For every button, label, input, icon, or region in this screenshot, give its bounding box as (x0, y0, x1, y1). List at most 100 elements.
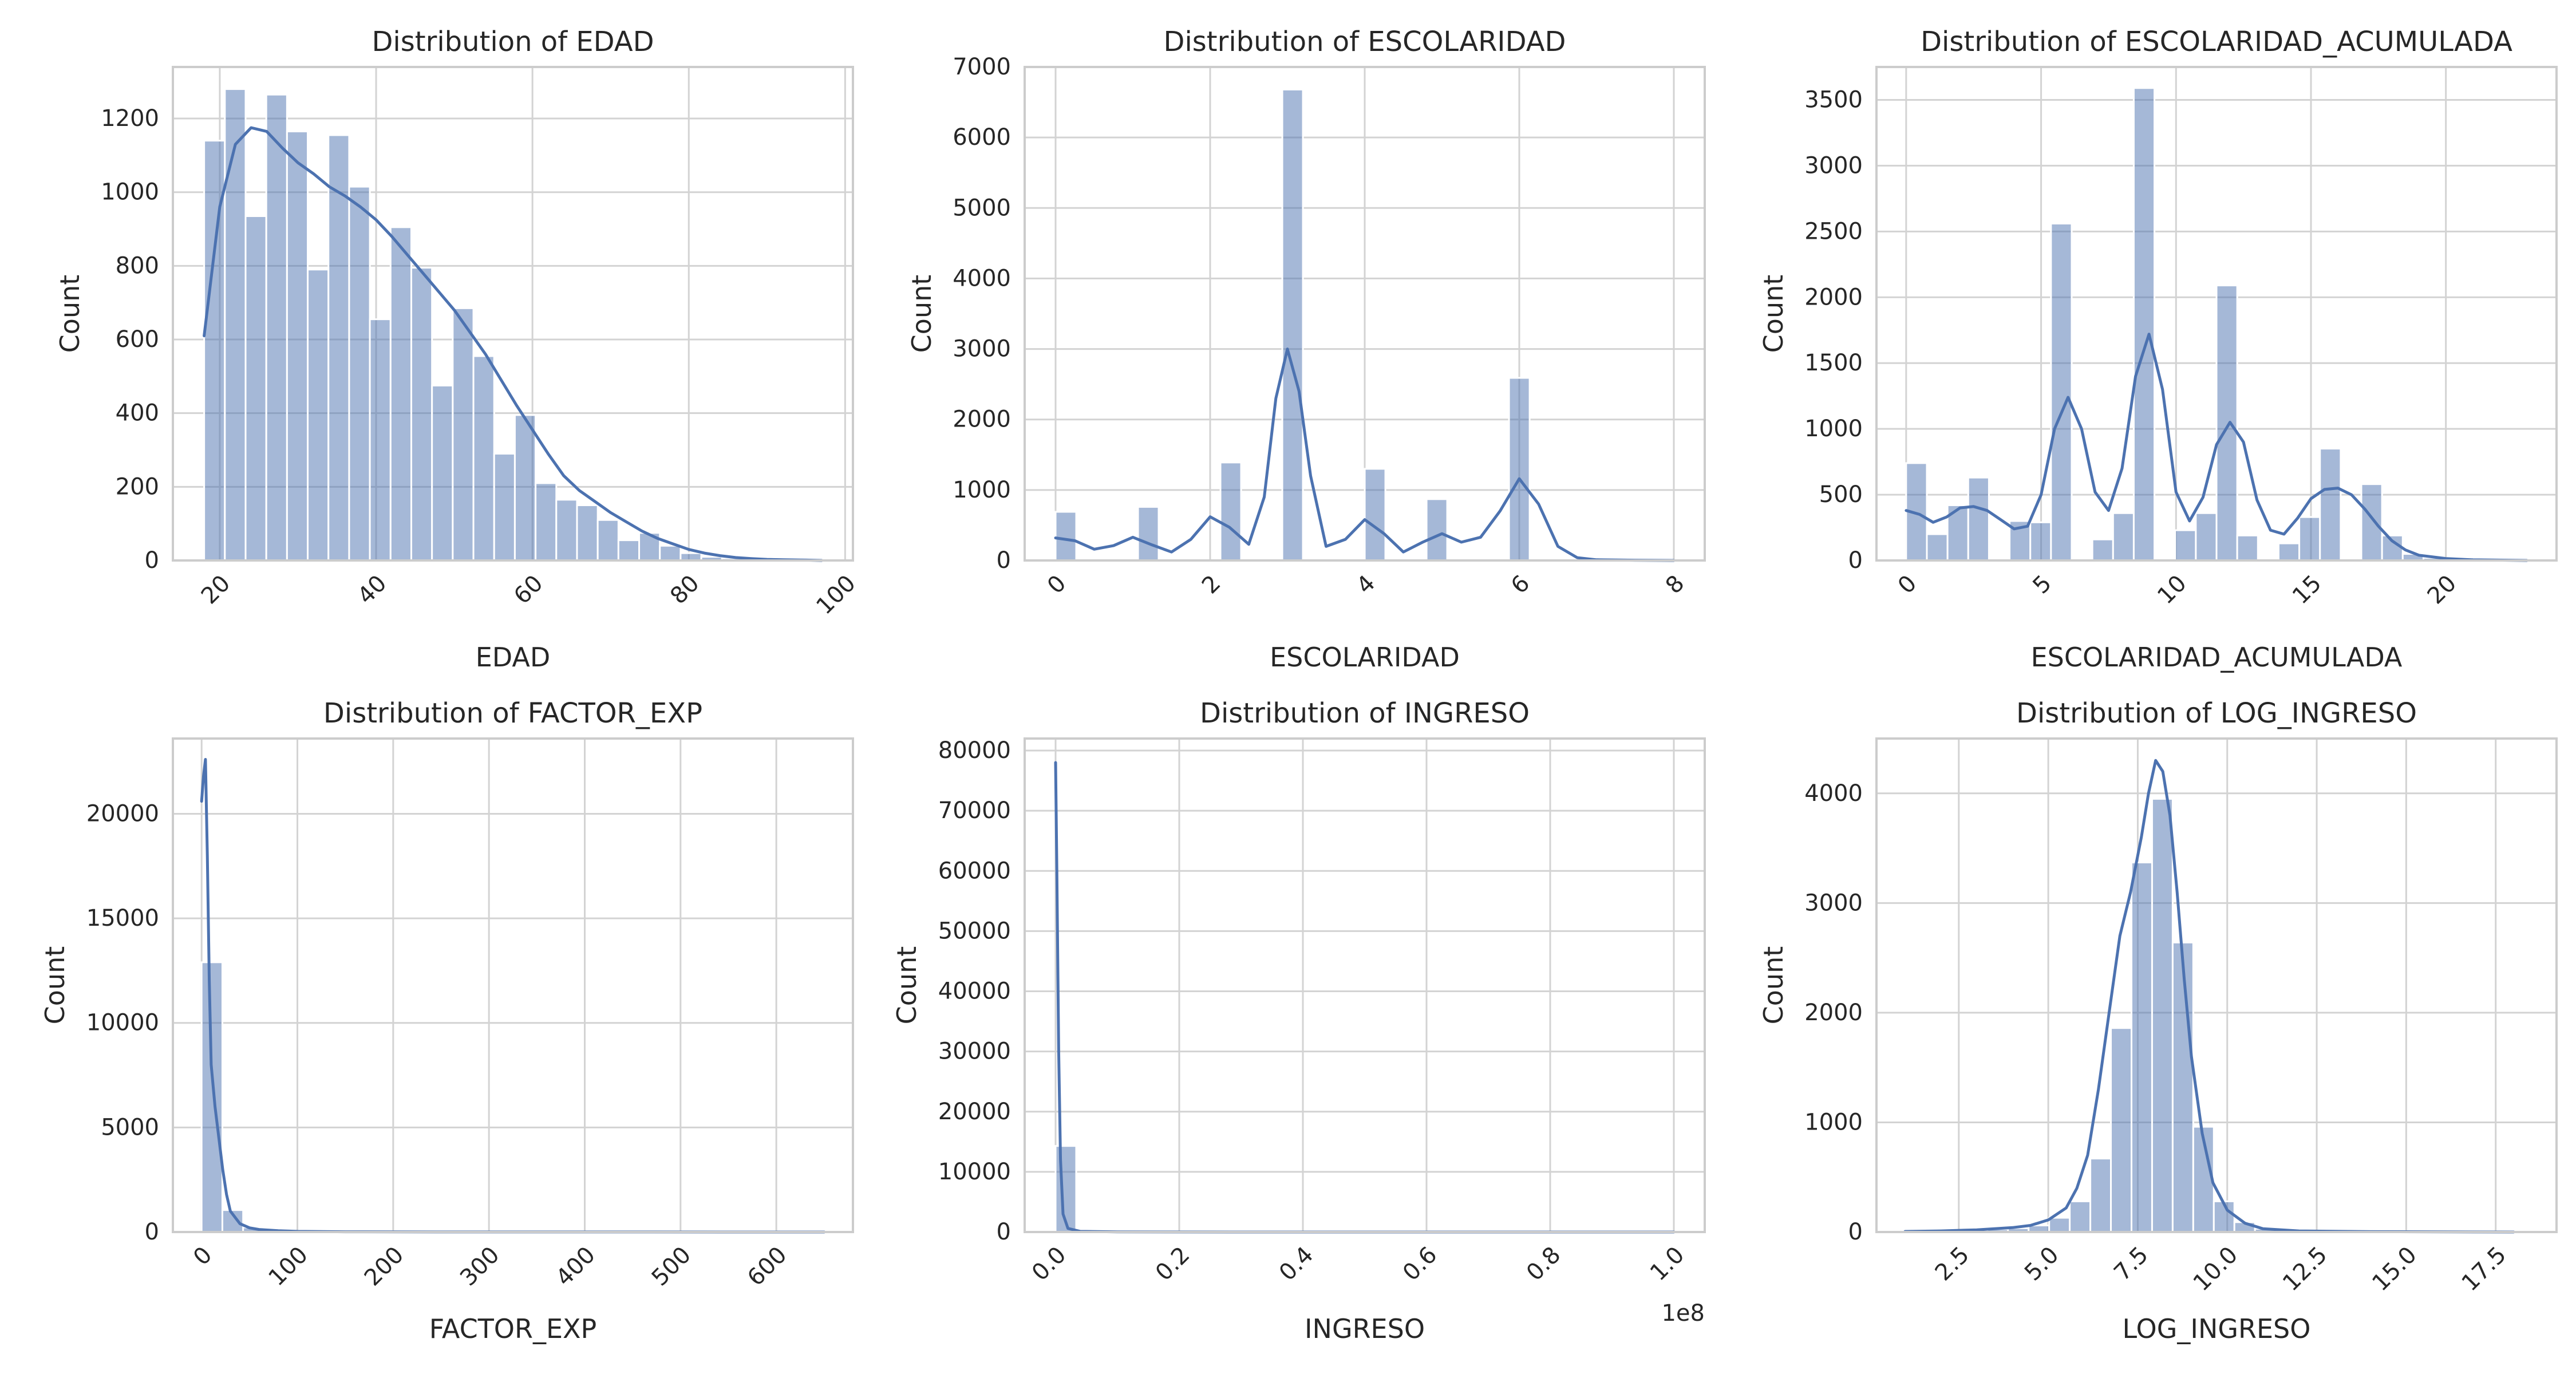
x-tick-label: 8 (1661, 570, 1690, 599)
histogram-bar (2110, 1027, 2132, 1233)
histogram-bar (1926, 533, 1949, 562)
x-tick-label: 5 (2028, 570, 2057, 599)
panel-escolaridad: 0 2 4 6 8 0 1000 2000 3000 4000 5000 6000 7000 Distr… (906, 26, 1706, 673)
y-tick-label: 3500 (1804, 86, 1863, 113)
y-axis-label: Count (906, 275, 937, 353)
histogram-bar (2029, 521, 2052, 562)
y-axis-label: Count (1758, 275, 1789, 353)
histogram-bars (200, 961, 825, 1233)
chart-title: Distribution of ESCOLARIDAD_ACUMULADA (1921, 26, 2512, 58)
y-tick-label: 1000 (1804, 416, 1863, 442)
y-tick-label: 2000 (1804, 1000, 1863, 1026)
histogram-bar (452, 307, 475, 562)
histogram-bars (1904, 797, 2524, 1233)
y-tick-label: 1000 (101, 179, 159, 206)
grid-lines (1025, 739, 1705, 1233)
x-tick-label: 20 (196, 570, 236, 610)
histogram-bar (203, 140, 226, 562)
histogram-bar (2132, 87, 2156, 562)
grid-lines (173, 739, 853, 1233)
x-tick-label: 17.5 (2457, 1242, 2512, 1297)
x-axis-label: ESCOLARIDAD_ACUMULADA (2031, 642, 2403, 673)
histogram-bar (265, 93, 288, 562)
kde-curve-group (1054, 761, 1676, 1234)
panel-log-ingreso: 2.5 5.0 7.5 10.0 12.5 15.0 17.5 0 1000 2000 3000 40… (1758, 697, 2558, 1344)
histogram-bar (286, 131, 309, 562)
x-tick-label: 10 (2152, 570, 2192, 610)
x-axis-label: LOG_INGRESO (2123, 1313, 2311, 1344)
axes-frame (1875, 66, 2558, 562)
y-tick-label: 10000 (86, 1010, 159, 1036)
kde-curve-group (1903, 759, 2515, 1234)
x-tick-label: 40 (353, 570, 392, 610)
histogram-bar (307, 269, 330, 562)
histogram-bar (369, 318, 392, 562)
axes-frame (172, 66, 854, 562)
y-tick-label: 15000 (86, 905, 159, 931)
panel-ingreso: 0.0 0.2 0.4 0.6 0.8 1.0 0 10000 20000 30000 40000 5… (891, 697, 1706, 1344)
x-axis-label: ESCOLARIDAD (1270, 642, 1460, 673)
x-tick-label: 0 (1042, 570, 1072, 599)
histogram-bar (493, 452, 516, 562)
histogram-bar (555, 499, 578, 562)
kde-line (203, 126, 823, 562)
axes-frame (1024, 737, 1706, 1233)
grid-lines (1876, 739, 2557, 1233)
histogram-bars (203, 88, 827, 562)
y-tick-label: 80000 (938, 737, 1011, 764)
x-tick-label: 200 (359, 1242, 409, 1292)
histogram-bar (431, 384, 454, 562)
histogram-bar (2277, 542, 2301, 562)
histogram-bar (200, 961, 223, 1233)
x-axis-label: FACTOR_EXP (429, 1313, 597, 1344)
x-tick-label: 6 (1506, 570, 1535, 599)
histogram-bars (1905, 87, 2528, 562)
y-tick-label: 0 (145, 547, 159, 574)
histogram-bars (1054, 1145, 1674, 1233)
histogram-bar (2091, 538, 2114, 562)
histogram-bar (2089, 1158, 2112, 1233)
axes-frame (1875, 737, 2558, 1233)
histogram-bar (389, 226, 412, 562)
kde-curve-group (200, 758, 826, 1234)
y-tick-label: 60000 (938, 858, 1011, 884)
y-tick-label: 0 (997, 1219, 1011, 1245)
x-tick-label: 7.5 (2109, 1242, 2154, 1286)
histogram-bar (659, 544, 682, 562)
histogram-bar (2048, 1217, 2071, 1233)
histogram-bar (1219, 461, 1242, 562)
x-axis-offset-label: 1e8 (1661, 1300, 1705, 1326)
y-tick-label: 0 (997, 547, 1011, 574)
panel-factor-exp: 0 100 200 300 400 500 60005000100001500020000 … (39, 697, 854, 1344)
histogram-bar (576, 504, 599, 562)
histogram-bar (2192, 1126, 2215, 1233)
histogram-bar (2131, 861, 2153, 1233)
y-tick-label: 20000 (86, 800, 159, 827)
kde-line (1054, 348, 1676, 562)
x-axis-label: INGRESO (1305, 1313, 1425, 1344)
y-tick-label: 4000 (953, 265, 1011, 291)
x-tick-label: 20 (2423, 570, 2462, 610)
histogram-bar (1281, 88, 1304, 562)
x-tick-label: 80 (665, 570, 705, 610)
y-tick-label: 600 (116, 326, 159, 353)
histogram-bar (2319, 448, 2342, 562)
tick-labels: 0.0 0.2 0.4 0.6 0.8 1.0 0 10000 20000 30000 40000 5… (938, 737, 1690, 1286)
chart-title: Distribution of ESCOLARIDAD (1163, 26, 1566, 58)
y-tick-label: 50000 (938, 918, 1011, 944)
y-tick-label: 10000 (938, 1159, 1011, 1185)
x-tick-label: 2 (1197, 570, 1226, 599)
axes-frame (1024, 66, 1706, 562)
y-tick-label: 40000 (938, 978, 1011, 1005)
y-tick-label: 2000 (1804, 284, 1863, 310)
histogram-bar (1054, 1145, 1077, 1233)
y-tick-label: 1200 (101, 105, 159, 132)
tick-labels: 0 100 200 300 400 500 600 0 5000 10000 15000 20000 (86, 800, 792, 1291)
y-axis-label: Count (1758, 946, 1789, 1025)
x-tick-label: 600 (742, 1242, 792, 1292)
kde-line (1905, 333, 2528, 562)
y-tick-label: 800 (116, 252, 159, 279)
histogram-bar (596, 519, 619, 562)
